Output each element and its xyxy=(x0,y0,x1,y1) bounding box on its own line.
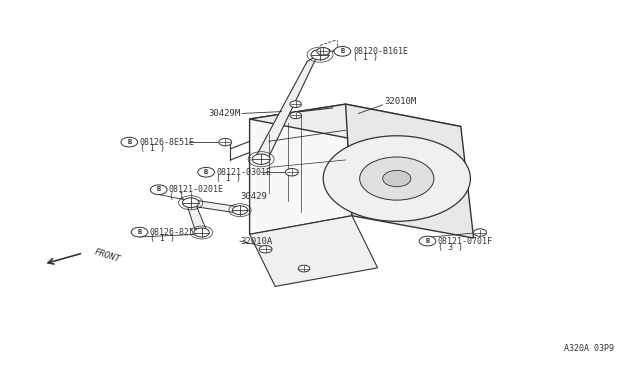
Text: 32010A: 32010A xyxy=(240,237,272,246)
Text: 08126-8E51E: 08126-8E51E xyxy=(140,138,195,147)
Circle shape xyxy=(150,185,167,195)
Text: ( I ): ( I ) xyxy=(216,174,241,183)
Polygon shape xyxy=(250,104,461,141)
Text: 08120-B161E: 08120-B161E xyxy=(353,47,408,56)
Circle shape xyxy=(259,246,272,253)
Text: ( I ): ( I ) xyxy=(150,234,175,243)
Circle shape xyxy=(290,112,301,119)
Circle shape xyxy=(198,167,214,177)
Text: B: B xyxy=(157,186,161,192)
Circle shape xyxy=(311,49,329,60)
Text: FRONT: FRONT xyxy=(93,247,121,264)
Circle shape xyxy=(360,157,434,200)
Circle shape xyxy=(219,138,232,146)
Circle shape xyxy=(232,206,248,215)
Circle shape xyxy=(323,136,470,221)
Circle shape xyxy=(131,227,148,237)
Circle shape xyxy=(285,169,298,176)
Circle shape xyxy=(334,46,351,56)
Polygon shape xyxy=(250,104,352,234)
Text: ( I ): ( I ) xyxy=(353,53,378,62)
Polygon shape xyxy=(250,216,378,286)
Text: B: B xyxy=(204,169,208,175)
Text: 08121-0701F: 08121-0701F xyxy=(438,237,493,246)
Polygon shape xyxy=(186,201,207,234)
Circle shape xyxy=(290,101,301,108)
Text: ( 1 ): ( 1 ) xyxy=(169,192,194,201)
Polygon shape xyxy=(256,55,317,162)
Circle shape xyxy=(298,265,310,272)
Text: B: B xyxy=(426,238,429,244)
Text: 32010M: 32010M xyxy=(384,97,416,106)
Circle shape xyxy=(121,137,138,147)
Circle shape xyxy=(194,228,209,237)
Polygon shape xyxy=(188,199,243,214)
Text: B: B xyxy=(138,229,141,235)
Text: ( I ): ( I ) xyxy=(140,144,164,153)
Text: 08126-8251E: 08126-8251E xyxy=(150,228,205,237)
Text: B: B xyxy=(127,139,131,145)
Circle shape xyxy=(182,198,199,208)
Circle shape xyxy=(474,229,486,236)
Text: A320A 03P9: A320A 03P9 xyxy=(564,344,614,353)
Polygon shape xyxy=(346,104,474,238)
Text: 30429: 30429 xyxy=(240,192,267,201)
Text: 08121-0301E: 08121-0301E xyxy=(216,168,271,177)
Circle shape xyxy=(317,48,330,55)
Text: 30429M: 30429M xyxy=(208,109,240,118)
Circle shape xyxy=(419,236,436,246)
Text: 08121-0201E: 08121-0201E xyxy=(169,185,224,194)
Text: B: B xyxy=(340,48,344,54)
Text: ( 3 ): ( 3 ) xyxy=(438,243,463,252)
Circle shape xyxy=(252,154,270,164)
Circle shape xyxy=(383,170,411,187)
